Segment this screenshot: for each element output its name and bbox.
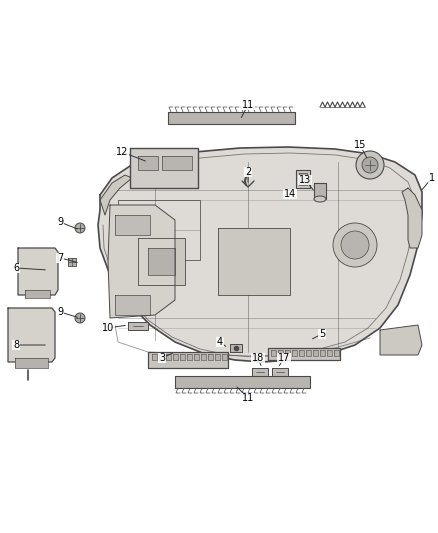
Polygon shape (320, 350, 325, 356)
Text: 12: 12 (116, 147, 128, 157)
Polygon shape (313, 350, 318, 356)
Text: 4: 4 (217, 337, 223, 347)
Polygon shape (187, 354, 192, 360)
Text: 7: 7 (57, 253, 63, 263)
Polygon shape (152, 354, 157, 360)
Polygon shape (68, 258, 76, 266)
Polygon shape (194, 354, 199, 360)
Polygon shape (15, 358, 48, 368)
Polygon shape (175, 376, 310, 388)
Polygon shape (380, 325, 422, 355)
Text: 6: 6 (13, 263, 19, 273)
Text: 8: 8 (13, 340, 19, 350)
Polygon shape (252, 368, 268, 376)
Polygon shape (299, 350, 304, 356)
Text: 9: 9 (57, 307, 63, 317)
Text: 10: 10 (102, 323, 114, 333)
Polygon shape (334, 350, 339, 356)
Polygon shape (296, 170, 310, 188)
Text: 15: 15 (354, 140, 366, 150)
Polygon shape (285, 350, 290, 356)
Circle shape (333, 223, 377, 267)
Polygon shape (138, 238, 185, 285)
Polygon shape (180, 354, 185, 360)
Polygon shape (268, 348, 340, 360)
Text: 17: 17 (278, 353, 290, 363)
Polygon shape (166, 354, 171, 360)
Circle shape (356, 151, 384, 179)
Text: 1: 1 (429, 173, 435, 183)
Polygon shape (271, 350, 276, 356)
Text: 9: 9 (57, 217, 63, 227)
Polygon shape (148, 248, 175, 275)
Polygon shape (314, 183, 326, 199)
Polygon shape (402, 188, 422, 248)
Polygon shape (218, 228, 290, 295)
Polygon shape (168, 112, 295, 124)
Polygon shape (208, 354, 213, 360)
Polygon shape (115, 215, 150, 235)
Text: 18: 18 (252, 353, 264, 363)
Polygon shape (128, 322, 148, 330)
Text: 11: 11 (242, 100, 254, 110)
Circle shape (75, 313, 85, 323)
Text: 11: 11 (242, 393, 254, 403)
Polygon shape (299, 173, 307, 185)
Polygon shape (215, 354, 220, 360)
Polygon shape (148, 352, 228, 368)
Text: 3: 3 (159, 353, 165, 363)
Ellipse shape (314, 196, 326, 202)
Polygon shape (115, 295, 150, 315)
Polygon shape (292, 350, 297, 356)
Polygon shape (8, 308, 55, 362)
Text: 5: 5 (319, 329, 325, 339)
Polygon shape (108, 205, 175, 318)
Polygon shape (222, 354, 227, 360)
Text: 14: 14 (284, 189, 296, 199)
Polygon shape (272, 368, 288, 376)
Polygon shape (173, 354, 178, 360)
Circle shape (362, 157, 378, 173)
Polygon shape (100, 175, 132, 215)
Circle shape (75, 223, 85, 233)
Polygon shape (138, 156, 158, 170)
Circle shape (341, 231, 369, 259)
Text: 13: 13 (299, 175, 311, 185)
Polygon shape (327, 350, 332, 356)
Polygon shape (201, 354, 206, 360)
Polygon shape (230, 344, 242, 352)
Polygon shape (130, 148, 198, 188)
Text: 2: 2 (245, 167, 251, 177)
Polygon shape (162, 156, 192, 170)
Polygon shape (18, 248, 58, 295)
Polygon shape (278, 350, 283, 356)
Polygon shape (159, 354, 164, 360)
Polygon shape (306, 350, 311, 356)
Polygon shape (98, 147, 422, 362)
Polygon shape (25, 290, 50, 298)
